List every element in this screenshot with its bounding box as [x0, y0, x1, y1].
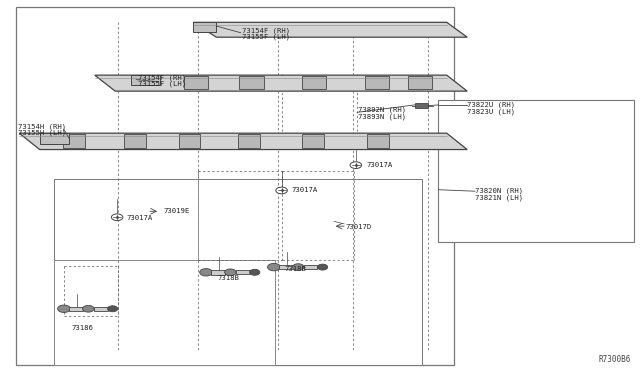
Bar — [415, 103, 428, 108]
Polygon shape — [408, 76, 432, 89]
Text: 73017A: 73017A — [291, 187, 317, 193]
Text: 73820N (RH): 73820N (RH) — [475, 188, 523, 195]
Text: 73823U (LH): 73823U (LH) — [467, 108, 515, 115]
Polygon shape — [302, 76, 326, 89]
Text: 73155H (LH): 73155H (LH) — [18, 130, 66, 137]
Polygon shape — [184, 76, 208, 89]
Polygon shape — [279, 265, 293, 269]
Text: 73892N (RH): 73892N (RH) — [358, 107, 406, 113]
Text: 73154F (RH): 73154F (RH) — [138, 74, 186, 81]
Text: 7318B: 7318B — [218, 275, 239, 281]
Polygon shape — [69, 307, 83, 311]
Bar — [438, 100, 634, 242]
Polygon shape — [211, 270, 225, 275]
Text: 73155F (LH): 73155F (LH) — [138, 81, 186, 87]
Text: 73822U (RH): 73822U (RH) — [467, 102, 515, 108]
Text: 73017A: 73017A — [366, 162, 392, 168]
Circle shape — [83, 305, 94, 312]
Polygon shape — [365, 76, 389, 89]
Circle shape — [276, 187, 287, 194]
Circle shape — [111, 214, 123, 221]
Polygon shape — [131, 75, 160, 85]
Text: 73017A: 73017A — [127, 215, 153, 221]
Circle shape — [58, 305, 70, 312]
Text: 73154H (RH): 73154H (RH) — [18, 123, 66, 130]
Text: 73155F (LH): 73155F (LH) — [242, 34, 290, 41]
Polygon shape — [367, 134, 389, 148]
Polygon shape — [40, 133, 69, 144]
Circle shape — [292, 264, 304, 270]
Polygon shape — [179, 134, 200, 148]
Circle shape — [268, 263, 280, 271]
Text: 73821N (LH): 73821N (LH) — [475, 195, 523, 201]
Text: 73019E: 73019E — [163, 208, 189, 214]
Polygon shape — [304, 265, 317, 269]
Text: 73186: 73186 — [72, 325, 93, 331]
Polygon shape — [238, 134, 260, 148]
Text: 73893N (LH): 73893N (LH) — [358, 113, 406, 120]
Polygon shape — [193, 22, 216, 32]
Circle shape — [350, 162, 362, 169]
Polygon shape — [63, 134, 85, 148]
Polygon shape — [302, 134, 324, 148]
Polygon shape — [94, 307, 108, 311]
Circle shape — [317, 264, 328, 270]
Polygon shape — [236, 270, 250, 274]
Circle shape — [250, 269, 260, 275]
Polygon shape — [193, 22, 467, 37]
Text: R7300B6: R7300B6 — [598, 355, 630, 364]
Bar — [16, 7, 454, 365]
Bar — [54, 179, 422, 365]
Circle shape — [200, 269, 212, 276]
Polygon shape — [95, 75, 467, 91]
Bar — [54, 260, 275, 365]
Circle shape — [108, 306, 118, 312]
Circle shape — [225, 269, 236, 276]
Polygon shape — [239, 76, 264, 89]
Polygon shape — [124, 134, 146, 148]
Text: 73154F (RH): 73154F (RH) — [242, 27, 290, 34]
Polygon shape — [19, 133, 467, 150]
Text: 7318B: 7318B — [285, 266, 307, 272]
Text: 73017D: 73017D — [346, 224, 372, 230]
